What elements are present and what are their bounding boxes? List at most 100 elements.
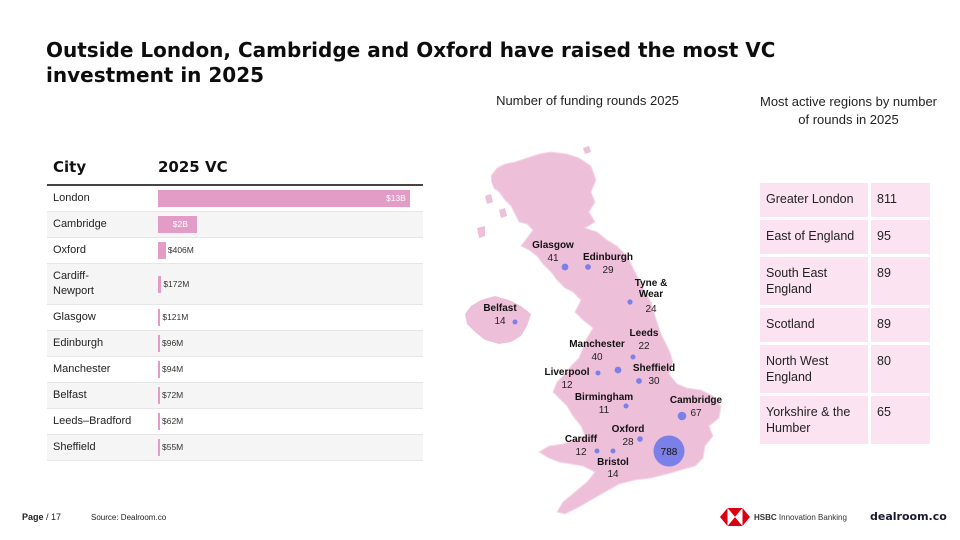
table-row: Edinburgh $96M [47,331,423,357]
city-label: London [53,192,90,204]
city-rounds-value: 30 [648,376,660,387]
city-bubble [636,378,642,384]
region-name: North West England [760,345,868,393]
city-bubble [630,354,636,360]
vc-table: City 2025 VC London $13B Cambridge $2B Oxfor… [47,156,423,461]
city-label: Belfast [53,389,87,401]
city-name-label: Cardiff [565,434,598,445]
city-name-label: Tyne & [635,278,668,289]
city-rounds-value: 29 [602,265,614,276]
region-row: Greater London 811 [760,183,930,217]
city-label: Leeds–Bradford [53,415,132,427]
vc-value-label: $406M [167,245,194,255]
region-rounds: 89 [871,257,930,305]
uk-map: Glasgow 41 Edinburgh 29 Tyne &Wear 24 Belfast 1… [465,146,723,515]
region-rounds: 80 [871,345,930,393]
page-indicator: Page / 17 [22,512,61,522]
vc-value-label: $96M [162,338,184,348]
vc-value-label: $62M [162,416,184,426]
page-title: Outside London, Cambridge and Oxford hav… [46,38,776,87]
vc-value-label: $2B [172,219,188,229]
city-name-label: Sheffield [633,363,675,374]
city-bubble [595,370,601,376]
city-label: Sheffield [53,441,96,453]
city-name-label: Liverpool [544,367,589,378]
city-name-label: Bristol [597,457,629,468]
vc-bar [158,361,160,378]
city-rounds-value: 788 [661,447,678,458]
vc-value-label: $72M [162,390,184,400]
city-bubble [614,366,622,374]
hsbc-hexagon-icon [720,508,750,526]
vc-table-header: City 2025 VC [47,156,423,186]
table-row: Cardiff- Newport $172M [47,264,423,305]
city-label: Oxford [53,244,87,256]
region-row: North West England 80 [760,345,930,393]
scottish-islands [477,146,591,238]
region-rounds: 65 [871,396,930,444]
city-bubble [623,403,629,409]
vc-bar [158,242,166,259]
dealroom-logo: dealroom.co [870,510,947,523]
vc-value-label: $172M [163,278,190,289]
vc-bar [158,413,160,430]
city-rounds-value: 67 [690,408,702,419]
table-row: Glasgow $121M [47,305,423,331]
city-rounds-value: 12 [575,447,587,458]
city-bubble [610,448,616,454]
city-name-label: Wear [639,289,663,300]
map-title: Number of funding rounds 2025 [496,93,679,108]
northern-ireland-landmass [465,296,531,344]
map-points-layer: Glasgow 41 Edinburgh 29 Tyne &Wear 24 Belfast 1… [483,240,722,480]
vc-value-label: $13B [386,193,406,203]
region-name: Greater London [760,183,868,217]
vc-bar [158,439,160,456]
vc-value-label: $55M [162,442,184,452]
vc-value-label: $121M [162,312,189,322]
city-rounds-value: 41 [547,253,559,264]
city-rounds-value: 28 [622,437,634,448]
city-name-label: Edinburgh [583,252,633,263]
city-bubble [585,264,591,270]
city-rounds-value: 12 [561,380,573,391]
table-row: Cambridge $2B [47,212,423,238]
city-rounds-value: 14 [607,469,619,480]
region-name: East of England [760,220,868,254]
region-row: East of England 95 [760,220,930,254]
vc-value-label: $94M [162,364,184,374]
city-bubble [637,436,643,442]
city-label: Cambridge [53,218,107,230]
regions-title: Most active regions by number of rounds … [759,94,938,127]
table-row: Oxford $406M [47,238,423,264]
city-bubble [653,435,685,467]
region-name: Scotland [760,308,868,342]
city-bubble [594,448,600,454]
page-label: Page [22,512,44,522]
city-rounds-value: 11 [599,405,610,416]
vc-bar [158,309,161,326]
region-rounds: 811 [871,183,930,217]
city-name-label: Glasgow [532,240,574,251]
city-label: Cardiff- Newport [53,270,94,297]
vc-table-body: London $13B Cambridge $2B Oxford $406M Cardiff… [47,186,423,461]
table-row: Sheffield $55M [47,435,423,461]
city-name-label: Leeds [630,328,659,339]
vc-bar [158,216,197,233]
vc-bar [158,275,162,293]
city-name-label: Belfast [483,303,517,314]
vc-column-header: 2025 VC [158,158,228,176]
city-rounds-value: 24 [645,304,657,315]
hsbc-wordmark: HSBC Innovation Banking [754,512,847,522]
city-name-label: Cambridge [670,395,723,406]
region-name: South East England [760,257,868,305]
table-row: Leeds–Bradford $62M [47,409,423,435]
table-row: Belfast $72M [47,383,423,409]
city-bubble [677,411,687,421]
region-rounds: 89 [871,308,930,342]
city-bubble [627,299,633,305]
city-bubble [512,319,518,325]
region-name: Yorkshire & the Humber [760,396,868,444]
city-label: Manchester [53,363,111,375]
city-rounds-value: 40 [591,352,603,363]
region-row: South East England 89 [760,257,930,305]
